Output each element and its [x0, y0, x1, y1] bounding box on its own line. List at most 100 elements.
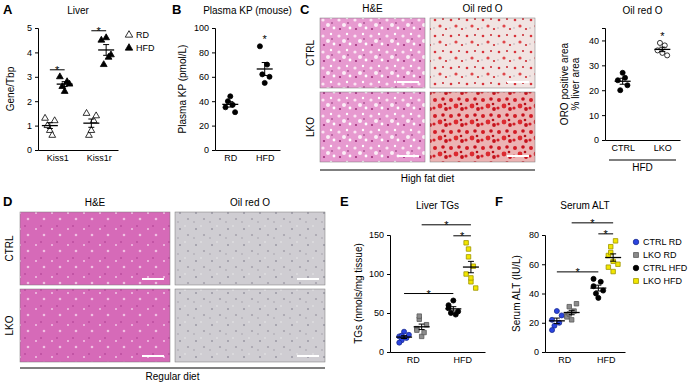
image-panel: CH&EOil red OCTRLLKOHigh fat diet — [300, 2, 535, 184]
y-tick-mark — [35, 77, 38, 78]
data-point — [451, 298, 456, 303]
x-axis-title: HFD — [632, 162, 653, 173]
data-point — [596, 295, 601, 300]
y-tick-mark — [212, 101, 215, 102]
significance-label: * — [460, 230, 465, 242]
error-bar-cap — [62, 81, 68, 82]
data-point — [569, 318, 573, 322]
y-tick-mark — [212, 126, 215, 127]
scale-bar — [297, 278, 319, 280]
caption: Regular diet — [146, 371, 200, 382]
data-point — [49, 131, 56, 137]
error-bar-cap — [620, 78, 626, 79]
data-point — [83, 109, 90, 115]
significance-label: * — [444, 219, 449, 231]
error-bar — [103, 45, 109, 56]
error-bar — [262, 63, 268, 76]
legend-label: CTRL RD — [643, 237, 682, 247]
x-tick: Kiss1 — [47, 150, 69, 163]
data-point — [66, 80, 73, 86]
y-tick: 2 — [27, 97, 38, 107]
legend-label: LKO RD — [643, 250, 677, 260]
error-bar-cap — [610, 261, 616, 262]
y-tick-mark — [35, 126, 38, 127]
error-bar-cap — [401, 338, 407, 339]
column-label: Oil red O — [462, 3, 502, 14]
y-axis: 020406080 — [529, 230, 546, 357]
error-bar — [569, 310, 575, 314]
micrograph — [320, 18, 425, 88]
error-bar-stem — [453, 307, 454, 311]
y-tick-label: 100 — [369, 269, 384, 279]
x-tick: RD — [558, 352, 571, 365]
x-tick-label: Kiss1 — [47, 153, 69, 163]
data-point — [550, 328, 555, 333]
data-point — [591, 276, 596, 281]
x-axis: RDHFD — [546, 352, 626, 365]
y-tick: 0 — [534, 347, 545, 357]
y-tick-label: 150 — [369, 230, 384, 240]
data-point — [415, 328, 419, 332]
error-bar — [659, 47, 665, 51]
error-bar — [468, 261, 474, 272]
scale-bar — [507, 81, 529, 83]
y-tick-label: 20 — [529, 318, 539, 328]
y-tick-mark — [602, 65, 605, 66]
x-axis-line — [39, 150, 119, 151]
y-tick: 40 — [529, 289, 545, 299]
y-tick-label: 40 — [199, 97, 209, 107]
significance-label: * — [660, 30, 665, 42]
y-tick-mark — [387, 235, 390, 236]
x-axis-line — [391, 352, 486, 353]
error-bar-cap — [419, 324, 425, 325]
y-axis-line — [602, 29, 606, 141]
data-point — [620, 70, 625, 75]
error-bar-cap — [227, 107, 233, 108]
data-point — [601, 288, 606, 293]
data-point — [100, 61, 107, 67]
caption: High fat diet — [401, 173, 455, 184]
x-tick: HFD — [453, 352, 472, 365]
panel-label: B — [172, 2, 181, 17]
error-bar — [595, 285, 601, 291]
y-tick: 80 — [529, 230, 545, 240]
chart-panel: ALiver012345Gene/TbpKiss1Kiss1r**RDHFD — [3, 2, 155, 163]
x-tick: RD — [224, 150, 237, 163]
y-tick-mark — [602, 90, 605, 91]
data-point — [42, 114, 49, 120]
x-axis: RDHFD — [216, 150, 281, 163]
legend-symbol — [633, 239, 639, 245]
error-bar — [450, 307, 456, 311]
data-point — [471, 264, 475, 268]
y-tick: 0 — [204, 145, 215, 155]
scale-bar — [142, 278, 164, 280]
data-point — [466, 255, 470, 259]
micrograph — [20, 289, 170, 362]
legend-symbol — [125, 44, 132, 50]
x-tick-label: RD — [407, 355, 420, 365]
legend-entry: HFD — [125, 43, 155, 53]
y-tick: 80 — [199, 48, 215, 58]
mean-line — [396, 336, 412, 337]
data-point — [464, 272, 468, 276]
error-bar-stem — [49, 123, 50, 129]
caption-bracket — [320, 170, 535, 171]
column-label: H&E — [85, 197, 106, 208]
significance-label: * — [55, 64, 60, 76]
error-bar-cap — [88, 119, 94, 120]
error-bar-stem — [662, 47, 663, 51]
data-point — [88, 127, 95, 133]
error-bar-cap — [595, 285, 601, 286]
error-bar-stem — [613, 254, 614, 261]
y-tick-label: 0 — [27, 145, 32, 155]
data-point — [550, 317, 555, 322]
y-tick-label: 0 — [594, 135, 599, 145]
y-axis-title: TGs (nmols/mg tissue) — [353, 243, 364, 344]
data-point — [422, 330, 426, 334]
error-bar-cap — [450, 311, 456, 312]
y-tick-mark — [542, 264, 545, 265]
data-point — [665, 53, 670, 58]
y-tick-label: 2 — [27, 97, 32, 107]
panel-label: D — [3, 194, 12, 209]
y-tick-label: 0 — [534, 347, 539, 357]
